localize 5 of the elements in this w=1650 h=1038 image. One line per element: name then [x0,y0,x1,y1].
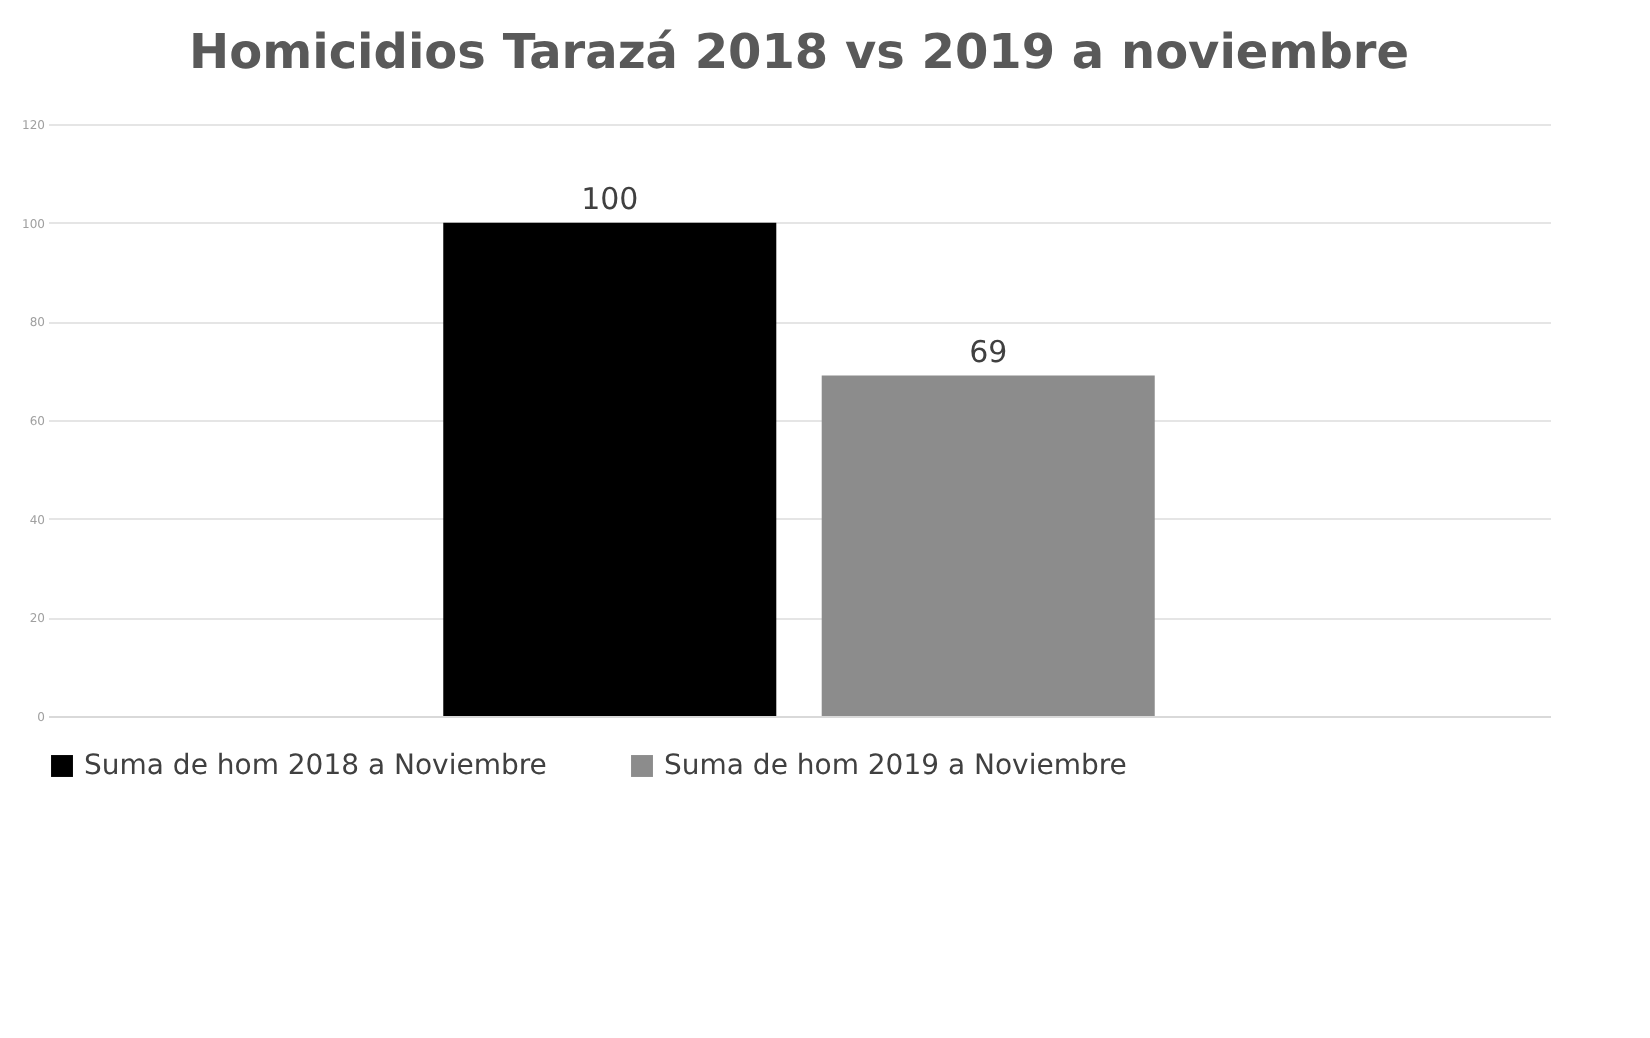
legend-label: Suma de hom 2019 a Noviembre [664,750,1127,782]
data-label: 69 [969,333,1008,370]
legend-label: Suma de hom 2018 a Noviembre [84,750,547,782]
data-label: 100 [581,180,639,217]
chart-title: Homicidios Tarazá 2018 vs 2019 a noviembre [189,24,1409,80]
